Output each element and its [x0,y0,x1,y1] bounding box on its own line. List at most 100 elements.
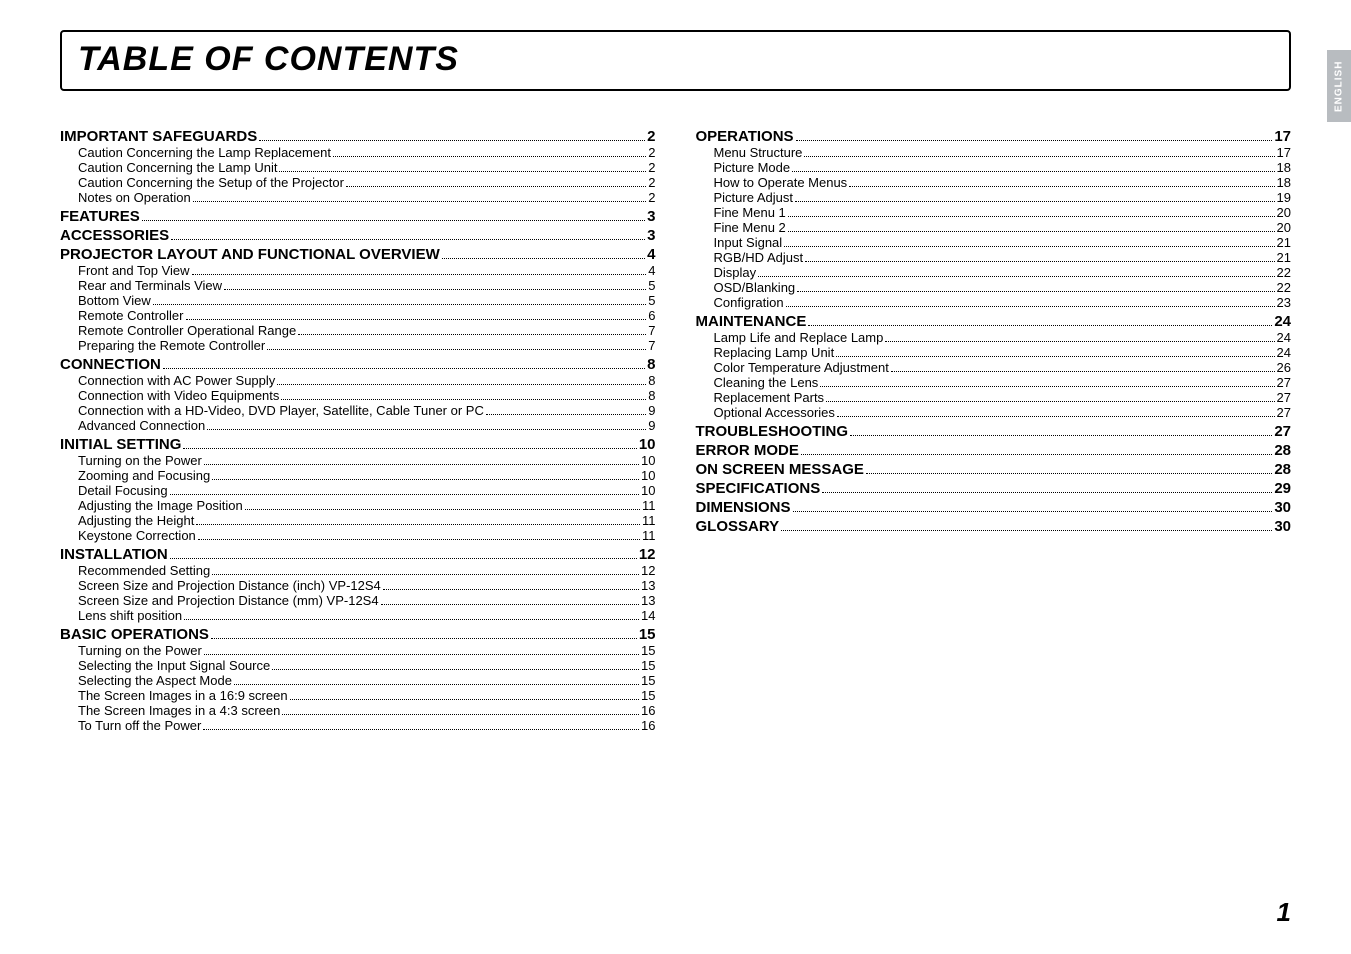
toc-sub-entry: Display22 [696,266,1292,280]
toc-sub-entry: OSD/Blanking22 [696,281,1292,295]
toc-leader-dots [885,333,1274,342]
toc-leader-dots [346,178,646,187]
toc-entry-page: 12 [639,547,656,562]
toc-leader-dots [805,253,1274,262]
toc-sub-entry: Adjusting the Image Position 11 [60,499,656,513]
toc-leader-dots [808,316,1272,327]
toc-entry-label: OPERATIONS [696,129,794,144]
toc-entry-page: 6 [648,309,655,322]
toc-sub-entry: Fine Menu 220 [696,221,1292,235]
toc-entry-page: 18 [1277,161,1291,174]
toc-section-entry: BASIC OPERATIONS15 [60,627,656,642]
toc-leader-dots [212,471,639,480]
toc-sub-entry: Color Temperature Adjustment26 [696,361,1292,375]
toc-sub-entry: Lens shift position14 [60,609,656,623]
toc-sub-entry: Turning on the Power10 [60,454,656,468]
toc-entry-label: Remote Controller Operational Range [78,324,296,337]
toc-leader-dots [826,393,1274,402]
toc-entry-label: Selecting the Aspect Mode [78,674,232,687]
toc-entry-label: Picture Adjust [714,191,794,204]
toc-section-entry: SPECIFICATIONS29 [696,481,1292,496]
toc-entry-page: 17 [1274,129,1291,144]
toc-entry-page: 15 [641,644,655,657]
toc-sub-entry: Remote Controller6 [60,309,656,323]
toc-sub-entry: Fine Menu 120 [696,206,1292,220]
toc-entry-label: Turning on the Power [78,644,202,657]
toc-entry-label: SPECIFICATIONS [696,481,821,496]
toc-entry-label: The Screen Images in a 16:9 screen [78,689,288,702]
toc-leader-dots [891,363,1275,372]
toc-leader-dots [267,341,646,350]
toc-entry-page: 11 [642,499,656,512]
toc-sub-entry: Caution Concerning the Lamp Replacement2 [60,146,656,160]
toc-sub-entry: Notes on Operation2 [60,191,656,205]
toc-entry-page: 13 [641,579,655,592]
toc-entry-label: Menu Structure [714,146,803,159]
toc-entry-page: 3 [647,228,655,243]
toc-entry-label: Bottom View [78,294,151,307]
toc-entry-page: 15 [641,689,655,702]
toc-entry-label: Lamp Life and Replace Lamp [714,331,884,344]
toc-sub-entry: Adjusting the Height11 [60,514,656,528]
toc-leader-dots [207,421,646,430]
toc-entry-label: Configration [714,296,784,309]
toc-entry-label: How to Operate Menus [714,176,848,189]
toc-sub-entry: Picture Mode18 [696,161,1292,175]
toc-leader-dots [866,464,1272,475]
toc-right-column: OPERATIONS17Menu Structure17Picture Mode… [696,125,1292,734]
toc-section-entry: TROUBLESHOOTING27 [696,424,1292,439]
toc-entry-page: 2 [648,176,655,189]
toc-entry-label: Replacement Parts [714,391,825,404]
toc-entry-page: 16 [641,719,655,732]
toc-sub-entry: Optional Accessories27 [696,406,1292,420]
toc-entry-page: 27 [1274,424,1291,439]
toc-entry-page: 24 [1277,331,1291,344]
toc-leader-dots [196,516,640,525]
toc-sub-entry: Replacement Parts27 [696,391,1292,405]
toc-leader-dots [298,326,646,335]
toc-entry-label: Screen Size and Projection Distance (inc… [78,579,381,592]
toc-entry-label: The Screen Images in a 4:3 screen [78,704,280,717]
toc-entry-page: 8 [648,389,655,402]
toc-section-entry: MAINTENANCE24 [696,314,1292,329]
toc-sub-entry: Configration23 [696,296,1292,310]
toc-leader-dots [849,178,1274,187]
toc-leader-dots [786,298,1275,307]
toc-entry-label: INSTALLATION [60,547,168,562]
toc-sub-entry: Front and Top View4 [60,264,656,278]
toc-entry-page: 8 [648,374,655,387]
toc-sub-entry: The Screen Images in a 4:3 screen16 [60,704,656,718]
toc-entry-page: 13 [641,594,655,607]
toc-leader-dots [211,629,637,640]
toc-sub-entry: RGB/HD Adjust21 [696,251,1292,265]
toc-leader-dots [183,439,636,450]
toc-sub-entry: Recommended Setting12 [60,564,656,578]
toc-sub-entry: Connection with a HD-Video, DVD Player, … [60,404,656,418]
toc-entry-label: ACCESSORIES [60,228,169,243]
toc-leader-dots [442,249,645,260]
language-tab: ENGLISH [1327,50,1351,122]
toc-section-entry: FEATURES3 [60,209,656,224]
toc-entry-page: 15 [641,659,655,672]
toc-sub-entry: Connection with Video Equipments8 [60,389,656,403]
toc-section-entry: GLOSSARY30 [696,519,1292,534]
toc-sub-entry: Caution Concerning the Lamp Unit2 [60,161,656,175]
toc-leader-dots [204,456,639,465]
toc-entry-page: 26 [1277,361,1291,374]
toc-entry-label: Adjusting the Height [78,514,194,527]
toc-leader-dots [170,549,637,560]
toc-leader-dots [793,502,1273,513]
toc-entry-page: 2 [647,129,655,144]
toc-entry-page: 2 [648,146,655,159]
toc-leader-dots [234,676,639,685]
toc-entry-label: GLOSSARY [696,519,780,534]
toc-sub-entry: Remote Controller Operational Range7 [60,324,656,338]
toc-sub-entry: Caution Concerning the Setup of the Proj… [60,176,656,190]
toc-leader-dots [290,691,639,700]
toc-section-entry: INITIAL SETTING10 [60,437,656,452]
toc-entry-page: 18 [1277,176,1291,189]
toc-entry-label: Fine Menu 1 [714,206,786,219]
toc-leader-dots [333,148,646,157]
toc-entry-label: Adjusting the Image Position [78,499,243,512]
toc-entry-page: 15 [639,627,656,642]
